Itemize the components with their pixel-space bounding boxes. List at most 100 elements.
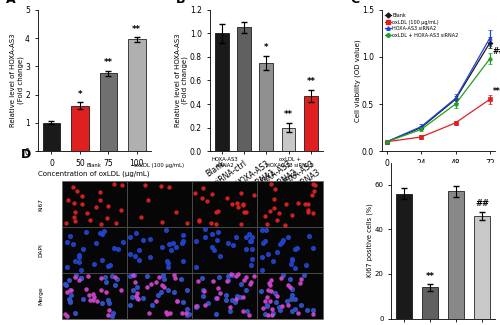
Point — [96, 197, 104, 202]
Point — [278, 272, 286, 278]
Point — [126, 273, 134, 278]
Point — [261, 213, 269, 218]
Point — [264, 295, 272, 300]
Point — [246, 231, 254, 236]
Point — [154, 292, 162, 297]
Point — [106, 263, 114, 268]
Point — [139, 238, 147, 243]
Point — [243, 308, 251, 313]
Point — [248, 234, 256, 239]
Point — [274, 218, 281, 223]
Point — [262, 227, 270, 232]
Point — [90, 295, 98, 300]
Point — [178, 311, 186, 316]
Point — [117, 287, 125, 292]
Point — [77, 276, 85, 281]
Point — [215, 275, 223, 280]
Point — [291, 297, 299, 302]
Point — [266, 282, 274, 288]
Point — [66, 298, 74, 304]
Point — [208, 244, 216, 250]
Point — [184, 306, 192, 312]
Point — [268, 306, 276, 312]
Text: ##: ## — [475, 199, 489, 208]
Point — [92, 204, 100, 209]
Point — [136, 214, 144, 220]
Text: C: C — [350, 0, 359, 6]
Point — [110, 245, 118, 250]
Point — [192, 304, 200, 309]
Text: B: B — [176, 0, 185, 6]
Point — [117, 207, 125, 213]
Point — [82, 210, 90, 215]
Point — [88, 298, 96, 303]
Point — [208, 232, 216, 237]
X-axis label: Time (h): Time (h) — [424, 171, 453, 177]
Point — [236, 295, 244, 300]
Point — [226, 309, 234, 314]
FancyBboxPatch shape — [127, 181, 192, 227]
Point — [165, 185, 173, 190]
Point — [208, 192, 216, 197]
Bar — [237, 27, 251, 151]
Point — [62, 281, 70, 286]
Point — [97, 276, 105, 281]
FancyBboxPatch shape — [127, 273, 192, 318]
Point — [288, 309, 296, 314]
Point — [126, 252, 134, 257]
Point — [102, 279, 110, 284]
Point — [158, 272, 166, 278]
Y-axis label: Ki67 positive cells (%): Ki67 positive cells (%) — [367, 204, 374, 277]
Point — [266, 288, 274, 293]
Point — [237, 190, 245, 196]
Point — [305, 233, 313, 238]
Point — [283, 299, 291, 304]
Point — [156, 184, 164, 189]
Point — [192, 265, 200, 270]
Text: DAPI: DAPI — [38, 243, 44, 257]
Point — [158, 244, 166, 249]
Point — [108, 274, 116, 279]
Point — [164, 288, 172, 293]
Point — [157, 290, 165, 295]
Point — [237, 281, 245, 286]
Point — [287, 261, 295, 266]
Point — [245, 312, 253, 317]
Point — [179, 258, 187, 263]
Point — [309, 307, 317, 313]
Point — [75, 252, 83, 257]
Point — [90, 261, 98, 266]
Point — [192, 303, 200, 308]
Point — [86, 293, 94, 298]
Point — [278, 304, 286, 309]
Point — [73, 188, 81, 194]
Point — [119, 239, 127, 244]
Point — [286, 284, 294, 289]
Point — [145, 311, 153, 316]
Point — [310, 188, 318, 193]
Text: **: ** — [132, 25, 141, 34]
X-axis label: Concentration of oxLDL (μg/mL): Concentration of oxLDL (μg/mL) — [38, 171, 150, 177]
Point — [202, 227, 209, 232]
Point — [132, 230, 140, 236]
Point — [262, 311, 270, 316]
Text: Ki67: Ki67 — [38, 198, 44, 211]
Point — [237, 222, 245, 227]
Point — [191, 190, 199, 195]
FancyBboxPatch shape — [62, 273, 127, 318]
Point — [146, 281, 154, 286]
Point — [112, 276, 120, 281]
Point — [66, 300, 74, 305]
Point — [164, 258, 172, 264]
Point — [271, 186, 279, 191]
FancyBboxPatch shape — [62, 227, 127, 273]
Point — [104, 203, 112, 209]
Point — [128, 294, 136, 300]
Text: *: * — [264, 43, 268, 52]
Point — [183, 312, 191, 318]
Point — [266, 299, 274, 304]
Point — [164, 265, 172, 270]
Point — [232, 273, 240, 278]
Point — [212, 311, 220, 316]
Point — [210, 247, 218, 253]
